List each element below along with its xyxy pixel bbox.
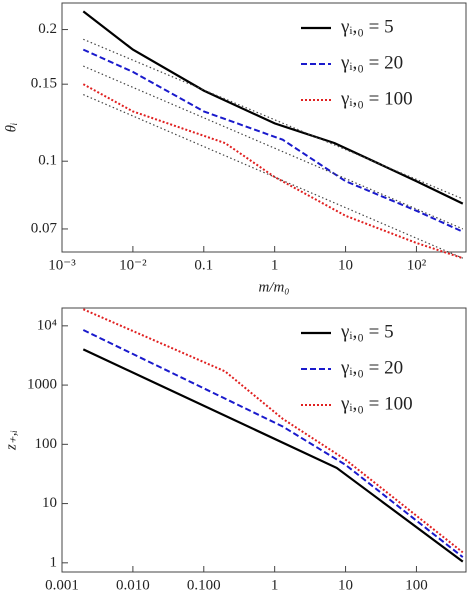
- y-tick-label: 0.1: [38, 153, 57, 169]
- y-tick-label: 10: [42, 495, 57, 511]
- series-line: [82, 48, 464, 233]
- series-line: [82, 10, 464, 205]
- x-tick-label: 10: [338, 257, 353, 273]
- x-tick-label: 10²: [407, 257, 427, 273]
- x-tick-label: 10: [338, 577, 353, 593]
- series-line: [82, 308, 464, 554]
- x-tick-label: 0.100: [187, 577, 221, 593]
- x-tick-label: 10⁻²: [119, 257, 147, 273]
- y-tick-label: 100: [35, 436, 58, 452]
- y-tick-label: 0.15: [31, 76, 57, 92]
- legend-label: γᵢ,₀ = 5: [340, 321, 394, 342]
- plot-frame: [61, 307, 467, 573]
- legend-label: γᵢ,₀ = 100: [340, 393, 413, 414]
- y-tick-label: 1: [50, 554, 58, 570]
- x-tick-label: 0.1: [194, 257, 213, 273]
- legend-label: γᵢ,₀ = 5: [340, 16, 394, 37]
- series-line: [82, 83, 464, 260]
- series-line: [83, 38, 464, 200]
- legend-label: γᵢ,₀ = 20: [340, 357, 403, 378]
- plot-frame: [61, 2, 467, 253]
- series-line: [82, 348, 464, 563]
- y-tick-label: 10⁴: [37, 317, 57, 333]
- legend-label: γᵢ,₀ = 100: [340, 88, 413, 109]
- x-axis-label: m/m₀: [258, 279, 289, 295]
- x-tick-label: 100: [405, 577, 428, 593]
- y-tick-label: 0.07: [31, 220, 58, 236]
- x-tick-label: 1: [271, 257, 279, 273]
- y-axis-label: z₊,ᵢ: [3, 430, 19, 451]
- y-tick-label: 0.2: [38, 21, 57, 37]
- x-tick-label: 0.010: [116, 577, 150, 593]
- series-line: [83, 65, 464, 230]
- x-tick-label: 0.001: [45, 577, 79, 593]
- x-tick-label: 1: [271, 577, 279, 593]
- legend-label: γᵢ,₀ = 20: [340, 52, 403, 73]
- y-tick-label: 1000: [27, 377, 57, 393]
- x-tick-label: 10⁻³: [48, 257, 76, 273]
- series-line: [82, 329, 464, 558]
- y-axis-label: θᵢ: [3, 123, 19, 133]
- series-line: [83, 94, 464, 259]
